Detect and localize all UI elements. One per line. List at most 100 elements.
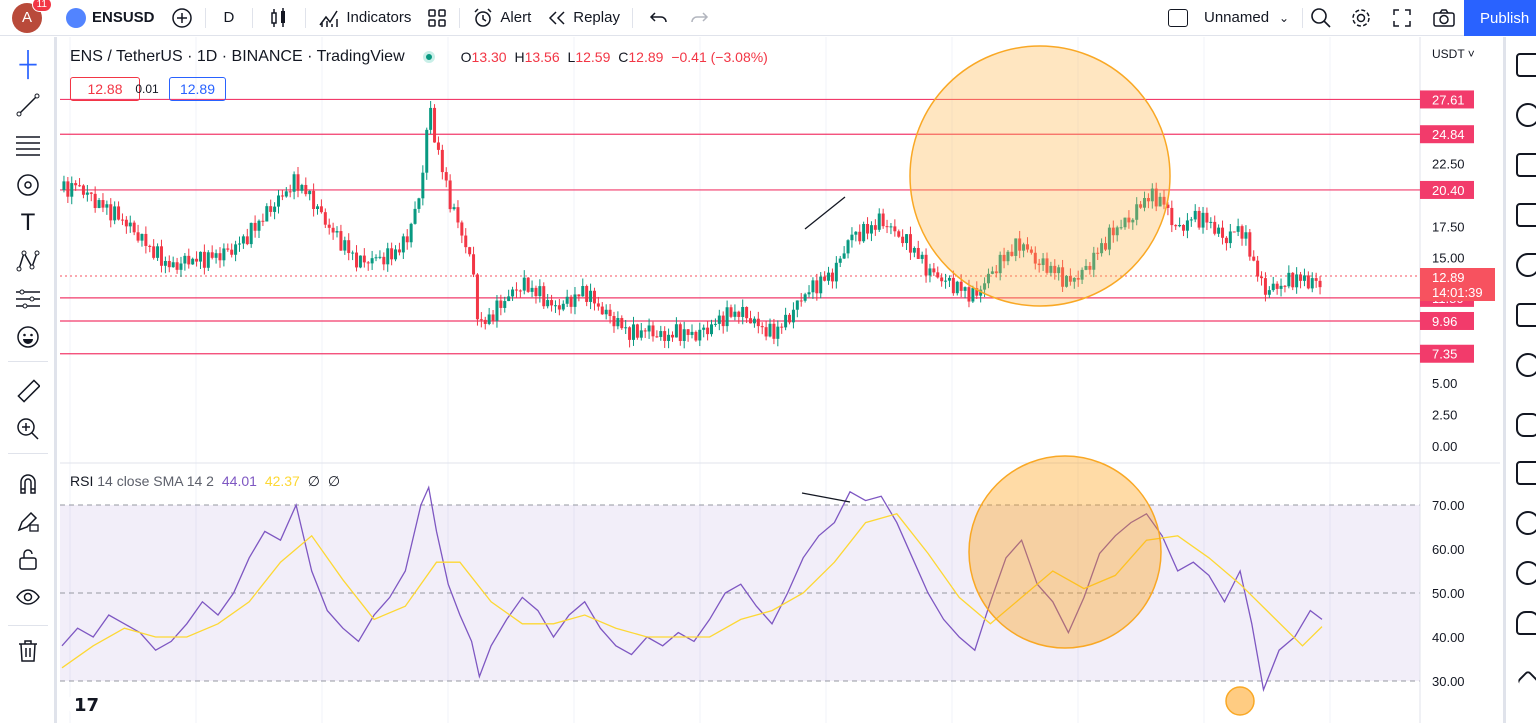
candle-body <box>335 231 339 233</box>
layout-name-button[interactable]: Unnamed ⌄ <box>1160 0 1297 36</box>
candle-body <box>912 247 916 253</box>
candle-body <box>772 323 776 339</box>
candle-body <box>1064 275 1068 287</box>
candle-body <box>881 213 885 227</box>
candle-body <box>1295 274 1299 288</box>
idea-bulb-icon[interactable] <box>1516 353 1536 377</box>
candle-body <box>152 246 156 258</box>
chart-canvas[interactable]: 22.50 17.50 15.00 5.00 2.50 0.00 70.00 60.00 50… <box>60 37 1500 723</box>
text-tool[interactable]: T <box>14 209 42 237</box>
refresh-icon[interactable] <box>1516 253 1536 277</box>
rsi-circle-drawing[interactable] <box>968 455 1162 649</box>
ruler-tool[interactable] <box>14 377 42 405</box>
remove-drawings-tool[interactable] <box>14 637 42 665</box>
candle-body <box>838 258 842 263</box>
lock-drawing-tool[interactable] <box>14 507 42 535</box>
layout-templates-button[interactable] <box>419 0 455 36</box>
streams-icon[interactable] <box>1516 511 1536 535</box>
undo-button[interactable] <box>637 0 681 36</box>
search-button[interactable] <box>1302 0 1340 36</box>
redo-button[interactable] <box>681 0 717 36</box>
magnet-tool[interactable] <box>14 469 42 497</box>
candle-body <box>257 220 261 231</box>
sell-button[interactable]: 12.88 <box>70 77 140 101</box>
candle-body <box>815 280 819 294</box>
candle-body <box>667 334 671 341</box>
ruler-icon <box>17 379 40 403</box>
interval-button[interactable]: D <box>210 0 249 36</box>
fullscreen-button[interactable] <box>1384 0 1420 36</box>
chevron-up-icon[interactable] <box>1516 669 1536 693</box>
rsi-legend[interactable]: RSI 14 close SMA 14 2 44.01 42.37 ∅ ∅ <box>70 473 340 490</box>
candle-body <box>866 224 870 234</box>
candle-body <box>1143 197 1147 208</box>
price-circle-drawing[interactable] <box>909 45 1171 307</box>
drawing-toolbar: ┼ T <box>0 37 57 723</box>
candle-body <box>1283 285 1287 287</box>
rsi-low-circle-drawing[interactable] <box>1225 686 1255 716</box>
candle-body <box>873 225 877 230</box>
snapshot-button[interactable] <box>1424 0 1464 36</box>
candle-body <box>1061 267 1065 287</box>
tradingview-logo[interactable]: 𝟭𝟳 <box>68 689 106 719</box>
publish-button[interactable]: Publish <box>1464 0 1536 36</box>
settings-button[interactable] <box>1342 0 1380 36</box>
market-status-icon[interactable] <box>422 51 435 63</box>
chart-type-button[interactable] <box>257 0 301 36</box>
candle-body <box>284 191 288 197</box>
calendar-icon[interactable] <box>1516 303 1536 327</box>
candle-body <box>1006 251 1010 262</box>
redo-icon <box>691 11 709 22</box>
sliders-icon <box>16 289 40 309</box>
crosshair-icon: ┼ <box>19 51 37 78</box>
notifications-bell-icon[interactable] <box>1516 611 1536 635</box>
rsi-trend-line-drawing[interactable] <box>801 492 851 503</box>
candle-body <box>1240 226 1244 239</box>
candle-body <box>1127 217 1131 223</box>
measure-lines-tool[interactable] <box>14 285 42 313</box>
candle-body <box>1022 244 1026 251</box>
candle-body <box>265 206 269 222</box>
add-list-icon[interactable] <box>1516 203 1536 227</box>
candle-body <box>1158 196 1162 207</box>
chart-area[interactable]: 22.50 17.50 15.00 5.00 2.50 0.00 70.00 60.00 50… <box>60 37 1500 723</box>
play-icon[interactable] <box>1516 561 1536 585</box>
compare-symbol-button[interactable] <box>163 0 201 36</box>
icons-tool[interactable] <box>14 323 42 351</box>
fullscreen-icon <box>1393 8 1411 27</box>
candle-body <box>234 244 238 255</box>
fib-tool[interactable] <box>14 131 42 159</box>
price-trend-line-drawing[interactable] <box>804 196 846 230</box>
candle-body <box>897 231 901 237</box>
crosshair-tool[interactable]: ┼ <box>14 51 42 79</box>
gear-icon <box>1352 8 1370 27</box>
lock-all-tool[interactable] <box>14 545 42 573</box>
chat-icon[interactable] <box>1516 413 1536 437</box>
candle-body <box>869 225 873 234</box>
notes-icon[interactable] <box>1516 461 1536 485</box>
shapes-tool[interactable] <box>14 247 42 275</box>
candle-body <box>600 306 604 315</box>
zoom-in-tool[interactable] <box>14 415 42 443</box>
eye-icon <box>16 589 40 605</box>
pattern-tool[interactable] <box>14 171 42 199</box>
indicators-button[interactable]: Indicators <box>310 0 419 36</box>
candle-body <box>1111 227 1115 236</box>
symbol-search-button[interactable]: ENSUSD <box>58 0 163 36</box>
candle-body <box>530 287 534 292</box>
watchlist-icon[interactable] <box>1516 53 1536 77</box>
buy-button[interactable]: 12.89 <box>169 77 226 101</box>
alert-button[interactable]: Alert <box>464 0 539 36</box>
candle-body <box>1232 231 1236 233</box>
replay-button[interactable]: Replay <box>539 0 628 36</box>
hide-drawings-tool[interactable] <box>14 583 42 611</box>
user-avatar[interactable]: A 11 <box>12 0 52 33</box>
trend-line-tool[interactable] <box>14 91 42 119</box>
candle-body <box>273 206 277 212</box>
currency-selector[interactable]: USDT ˅ <box>1432 47 1475 61</box>
alerts-clock-icon[interactable] <box>1516 103 1536 127</box>
candle-body <box>202 251 206 268</box>
candle-body <box>479 319 483 321</box>
toolbar-divider <box>631 7 633 28</box>
news-icon[interactable] <box>1516 153 1536 177</box>
